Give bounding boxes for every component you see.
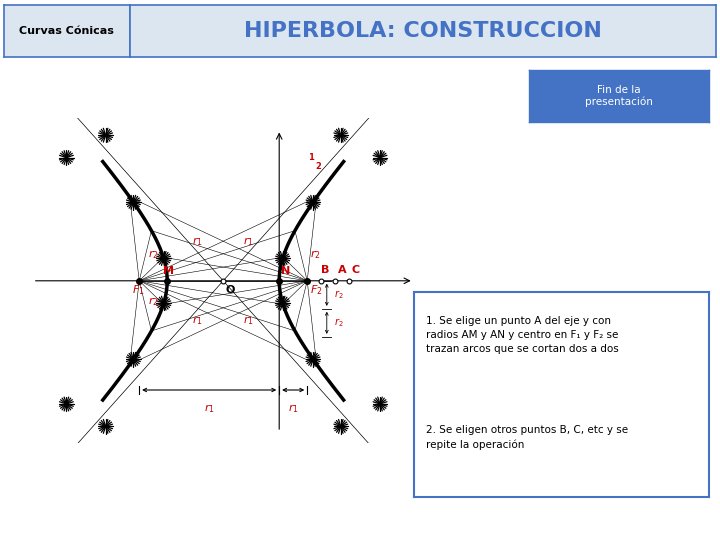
Text: $F_2$: $F_2$ (310, 283, 323, 297)
Text: $r_1$: $r_1$ (243, 314, 253, 327)
Text: $r_2$: $r_2$ (148, 295, 158, 308)
Text: A: A (338, 265, 346, 275)
Text: $r_2$: $r_2$ (148, 248, 158, 261)
Text: 2. Se eligen otros puntos B, C, etc y se
repite la operación: 2. Se eligen otros puntos B, C, etc y se… (426, 425, 628, 450)
Text: Curvas Cónicas: Curvas Cónicas (19, 26, 114, 36)
Text: $r_1$: $r_1$ (288, 402, 299, 415)
Text: B: B (321, 265, 330, 275)
Text: 2: 2 (315, 162, 321, 171)
Text: $F_1$: $F_1$ (132, 283, 145, 297)
Text: C: C (351, 265, 359, 275)
Text: $r_2$: $r_2$ (333, 288, 343, 301)
Text: N: N (282, 266, 291, 276)
Text: O: O (225, 285, 235, 295)
Text: Fin de la
presentación: Fin de la presentación (585, 85, 653, 107)
Text: $r_2$: $r_2$ (310, 248, 320, 261)
Text: 1. Se elige un punto A del eje y con
radios AM y AN y centro en F₁ y F₂ se
traza: 1. Se elige un punto A del eje y con rad… (426, 316, 618, 354)
Text: $r_1$: $r_1$ (192, 314, 203, 327)
Text: $r_1$: $r_1$ (243, 235, 253, 248)
Text: $r_2$: $r_2$ (333, 316, 343, 329)
Text: $r_1$: $r_1$ (204, 402, 215, 415)
Text: $r_1$: $r_1$ (192, 235, 203, 248)
Text: 1: 1 (308, 153, 314, 163)
Text: M: M (163, 266, 174, 276)
Text: HIPERBOLA: CONSTRUCCION: HIPERBOLA: CONSTRUCCION (244, 21, 602, 41)
